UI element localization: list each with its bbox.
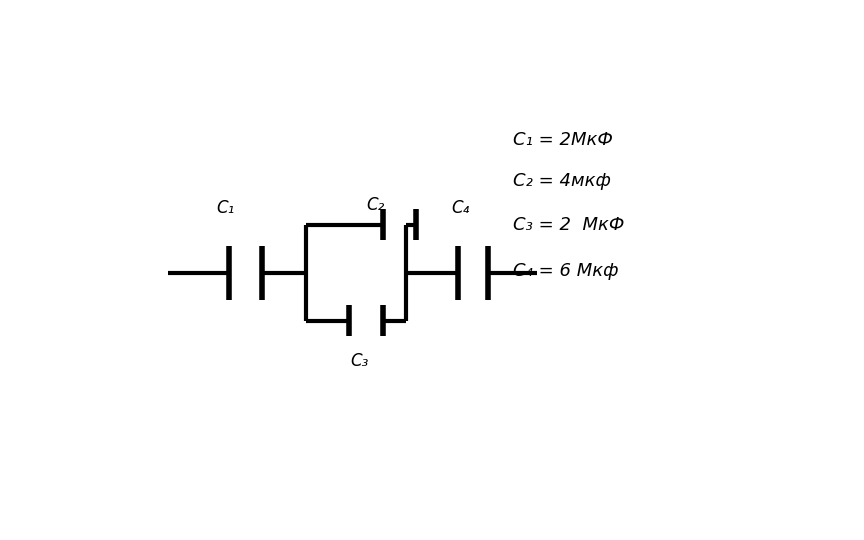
- Text: C₃ = 2  МкФ: C₃ = 2 МкФ: [513, 216, 625, 234]
- Text: C₁ = 2МкФ: C₁ = 2МкФ: [513, 131, 613, 149]
- Text: C₂ = 4мкф: C₂ = 4мкф: [513, 172, 611, 190]
- Text: C₃: C₃: [350, 352, 368, 370]
- Text: C₄ = 6 Мкф: C₄ = 6 Мкф: [513, 261, 619, 280]
- Text: C₁: C₁: [216, 199, 234, 217]
- Text: C₂: C₂: [366, 197, 385, 214]
- Text: C₄: C₄: [452, 199, 470, 217]
